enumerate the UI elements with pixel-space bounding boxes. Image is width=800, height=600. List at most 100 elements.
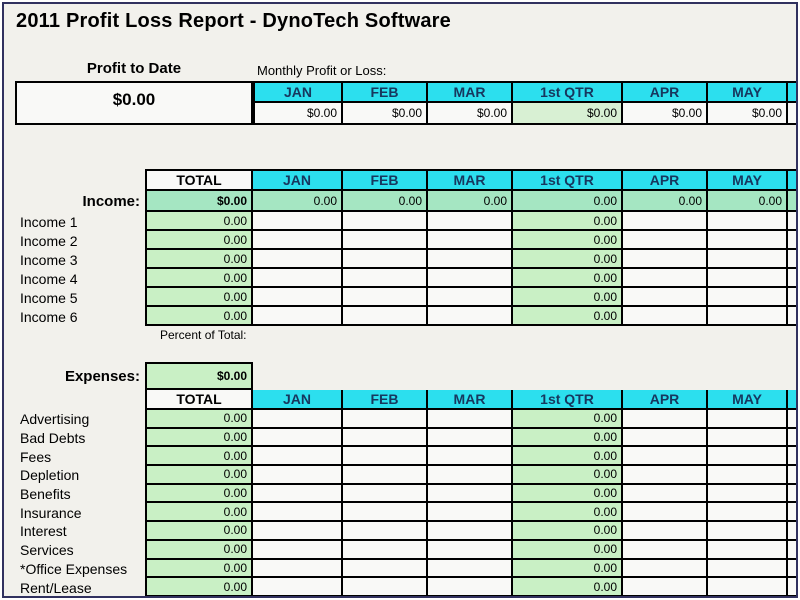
expense-row-jan[interactable] xyxy=(253,578,343,596)
income-row-mar[interactable] xyxy=(428,212,513,231)
income-row-jun-partial[interactable] xyxy=(788,269,796,288)
income-row-apr[interactable] xyxy=(623,212,708,231)
income-row-mar[interactable] xyxy=(428,288,513,307)
income-row-jan[interactable] xyxy=(253,212,343,231)
income-row-mar[interactable] xyxy=(428,307,513,326)
expense-row-qtr[interactable]: 0.00 xyxy=(513,484,623,504)
expense-row-total[interactable]: 0.00 xyxy=(145,484,253,504)
income-header-feb[interactable]: FEB xyxy=(343,169,428,191)
income-row-jun-partial[interactable] xyxy=(788,250,796,269)
month-header-jan[interactable]: JAN xyxy=(253,81,343,103)
expense-row-total[interactable]: 0.00 xyxy=(145,447,253,467)
expense-row-qtr[interactable] xyxy=(513,597,623,598)
income-row-qtr[interactable]: 0.00 xyxy=(513,231,623,250)
expense-row-qtr[interactable]: 0.00 xyxy=(513,540,623,560)
expense-row-apr[interactable] xyxy=(623,447,708,467)
expense-row-feb[interactable] xyxy=(343,540,428,560)
expense-row-may[interactable] xyxy=(708,484,788,504)
expense-row-qtr[interactable]: 0.00 xyxy=(513,559,623,579)
expense-row-mar[interactable] xyxy=(428,466,513,485)
income-row-feb[interactable] xyxy=(343,307,428,326)
income-row-apr[interactable] xyxy=(623,231,708,250)
expense-row-total[interactable]: 0.00 xyxy=(145,410,253,429)
expense-row-apr[interactable] xyxy=(623,466,708,485)
expense-row-may[interactable] xyxy=(708,540,788,560)
monthly-value-qtr[interactable]: $0.00 xyxy=(513,103,623,125)
income-row-feb[interactable] xyxy=(343,269,428,288)
income-row-jun-partial[interactable] xyxy=(788,212,796,231)
expense-row-feb[interactable] xyxy=(343,559,428,579)
expenses-total-header[interactable]: TOTAL xyxy=(145,390,253,410)
expense-row-total[interactable]: 0.00 xyxy=(145,578,253,596)
expense-row-mar[interactable] xyxy=(428,578,513,596)
month-header-qtr[interactable]: 1st QTR xyxy=(513,81,623,103)
income-row-total[interactable]: 0.00 xyxy=(145,307,253,326)
expense-row-may[interactable] xyxy=(708,559,788,579)
expense-row-total[interactable]: 0.00 xyxy=(145,522,253,541)
expense-row-apr[interactable] xyxy=(623,597,708,598)
expense-row-feb[interactable] xyxy=(343,428,428,448)
income-row-jun-partial[interactable] xyxy=(788,231,796,250)
expense-row-may[interactable] xyxy=(708,410,788,429)
income-header-mar[interactable]: MAR xyxy=(428,169,513,191)
expense-row-jan[interactable] xyxy=(253,410,343,429)
expense-row-feb[interactable] xyxy=(343,578,428,596)
income-jun-partial[interactable] xyxy=(788,191,796,212)
expense-row-jun-partial[interactable] xyxy=(788,410,796,429)
income-row-apr[interactable] xyxy=(623,269,708,288)
expense-row-may[interactable] xyxy=(708,522,788,541)
income-row-mar[interactable] xyxy=(428,231,513,250)
income-header-qtr[interactable]: 1st QTR xyxy=(513,169,623,191)
month-header-mar[interactable]: MAR xyxy=(428,81,513,103)
expense-row-feb[interactable] xyxy=(343,503,428,523)
expenses-header-feb[interactable]: FEB xyxy=(343,390,428,410)
income-header-jun-partial[interactable] xyxy=(788,169,796,191)
income-row-may[interactable] xyxy=(708,212,788,231)
expense-row-may[interactable] xyxy=(708,447,788,467)
expenses-header-qtr[interactable]: 1st QTR xyxy=(513,390,623,410)
income-jan-value[interactable]: 0.00 xyxy=(253,191,343,212)
income-row-jan[interactable] xyxy=(253,231,343,250)
expense-row-may[interactable] xyxy=(708,466,788,485)
expense-row-apr[interactable] xyxy=(623,559,708,579)
expense-row-qtr[interactable]: 0.00 xyxy=(513,428,623,448)
expense-row-jan[interactable] xyxy=(253,597,343,598)
expense-row-jan[interactable] xyxy=(253,522,343,541)
expense-row-feb[interactable] xyxy=(343,447,428,467)
monthly-value-jun-partial[interactable] xyxy=(788,103,796,125)
profit-to-date-cell[interactable]: $0.00 xyxy=(15,81,253,125)
expense-row-apr[interactable] xyxy=(623,428,708,448)
expense-row-mar[interactable] xyxy=(428,522,513,541)
income-may-value[interactable]: 0.00 xyxy=(708,191,788,212)
expense-row-jun-partial[interactable] xyxy=(788,503,796,523)
expense-row-may[interactable] xyxy=(708,578,788,596)
expense-row-mar[interactable] xyxy=(428,559,513,579)
expense-row-jan[interactable] xyxy=(253,559,343,579)
month-header-feb[interactable]: FEB xyxy=(343,81,428,103)
income-row-feb[interactable] xyxy=(343,250,428,269)
income-row-apr[interactable] xyxy=(623,288,708,307)
income-row-total[interactable]: 0.00 xyxy=(145,231,253,250)
expense-row-apr[interactable] xyxy=(623,484,708,504)
expense-row-jan[interactable] xyxy=(253,466,343,485)
expense-row-mar[interactable] xyxy=(428,410,513,429)
income-row-jan[interactable] xyxy=(253,288,343,307)
income-row-qtr[interactable]: 0.00 xyxy=(513,288,623,307)
expense-row-jun-partial[interactable] xyxy=(788,522,796,541)
expense-row-mar[interactable] xyxy=(428,484,513,504)
expenses-header-jan[interactable]: JAN xyxy=(253,390,343,410)
expense-row-qtr[interactable]: 0.00 xyxy=(513,578,623,596)
expense-row-jun-partial[interactable] xyxy=(788,578,796,596)
expenses-total-value[interactable]: $0.00 xyxy=(145,362,253,390)
expense-row-total[interactable]: 0.00 xyxy=(145,559,253,579)
month-header-may[interactable]: MAY xyxy=(708,81,788,103)
income-feb-value[interactable]: 0.00 xyxy=(343,191,428,212)
month-header-apr[interactable]: APR xyxy=(623,81,708,103)
income-header-may[interactable]: MAY xyxy=(708,169,788,191)
income-row-qtr[interactable]: 0.00 xyxy=(513,250,623,269)
expenses-header-apr[interactable]: APR xyxy=(623,390,708,410)
income-row-mar[interactable] xyxy=(428,269,513,288)
income-row-apr[interactable] xyxy=(623,250,708,269)
income-row-jan[interactable] xyxy=(253,307,343,326)
expense-row-total[interactable] xyxy=(145,597,253,598)
